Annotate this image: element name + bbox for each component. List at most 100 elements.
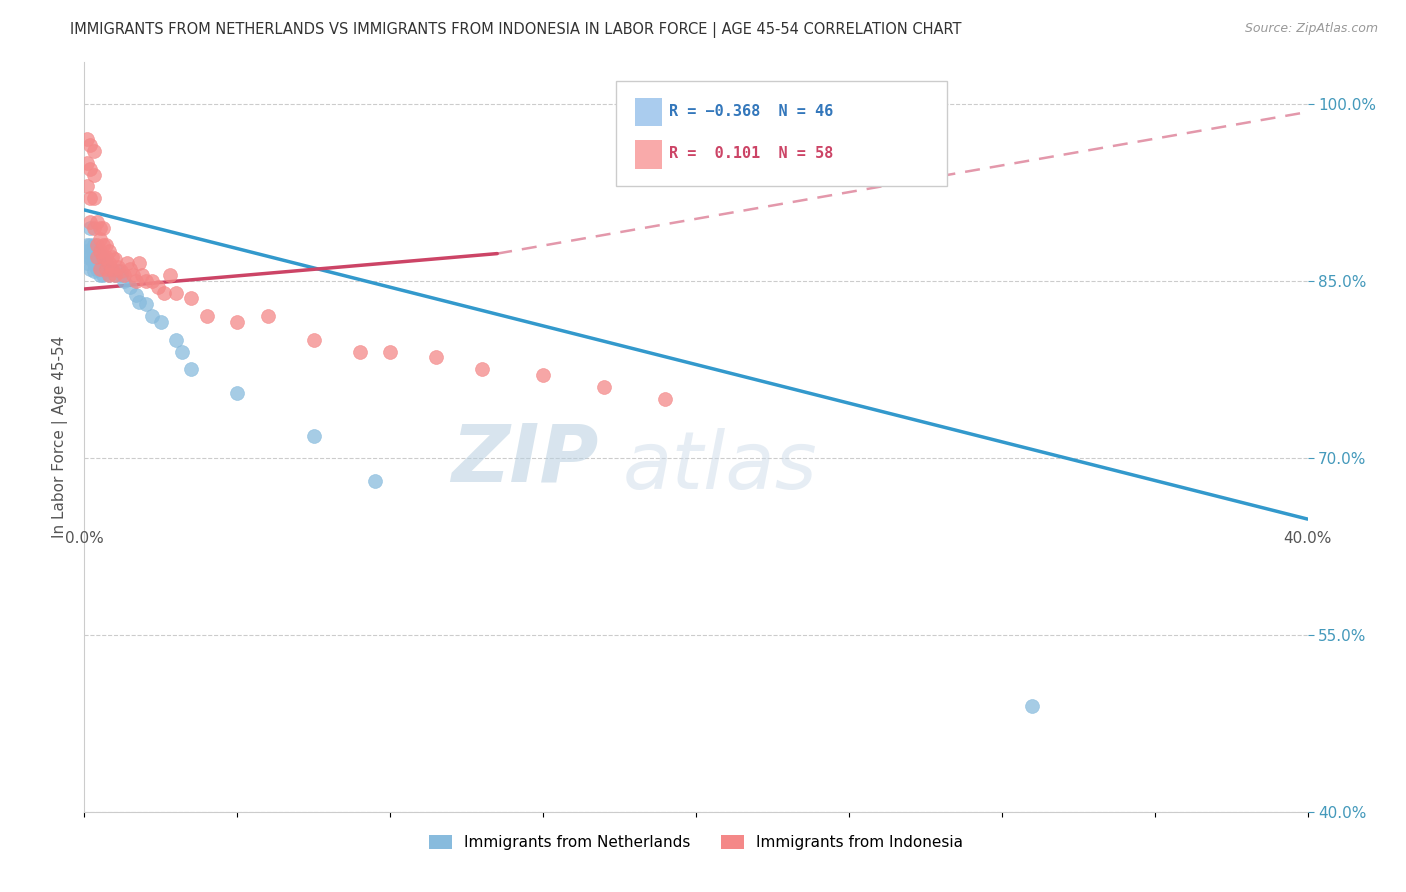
- Point: [86, 238, 108, 252]
- Text: 40.0%: 40.0%: [1284, 531, 1331, 546]
- Point: [94, 238, 117, 252]
- Point: [89, 268, 111, 282]
- Point: [128, 295, 150, 310]
- Point: [79, 261, 101, 276]
- Point: [91, 250, 114, 264]
- Point: [125, 288, 148, 302]
- Point: [159, 268, 181, 282]
- Point: [180, 362, 202, 376]
- Point: [101, 261, 124, 276]
- Point: [302, 429, 325, 443]
- Point: [76, 179, 98, 194]
- Point: [165, 285, 187, 300]
- Point: [226, 315, 249, 329]
- Point: [83, 220, 105, 235]
- Point: [141, 309, 163, 323]
- Point: [172, 344, 194, 359]
- Point: [86, 244, 108, 259]
- Bar: [636, 140, 662, 169]
- Point: [79, 138, 101, 153]
- Point: [89, 232, 111, 246]
- Point: [153, 285, 176, 300]
- Point: [76, 250, 98, 264]
- Point: [76, 256, 98, 270]
- Point: [83, 250, 105, 264]
- Point: [195, 309, 218, 323]
- Point: [86, 215, 108, 229]
- Point: [104, 252, 127, 267]
- Point: [104, 268, 127, 282]
- Bar: [636, 97, 662, 126]
- Point: [94, 261, 117, 276]
- Point: [257, 309, 280, 323]
- Point: [125, 274, 148, 288]
- Point: [97, 268, 120, 282]
- Point: [76, 244, 98, 259]
- Point: [97, 256, 120, 270]
- Point: [104, 268, 127, 282]
- Point: [654, 392, 676, 406]
- Point: [94, 250, 117, 264]
- Point: [97, 268, 120, 282]
- Point: [101, 264, 124, 278]
- Point: [471, 362, 494, 376]
- Point: [107, 260, 129, 274]
- Point: [94, 264, 117, 278]
- Point: [89, 248, 111, 262]
- Point: [128, 256, 150, 270]
- Point: [425, 351, 447, 365]
- Point: [76, 238, 98, 252]
- Text: IMMIGRANTS FROM NETHERLANDS VS IMMIGRANTS FROM INDONESIA IN LABOR FORCE | AGE 45: IMMIGRANTS FROM NETHERLANDS VS IMMIGRANT…: [70, 22, 962, 38]
- Point: [83, 168, 105, 182]
- Point: [86, 250, 108, 264]
- Point: [83, 144, 105, 158]
- Point: [89, 261, 111, 276]
- Point: [180, 292, 202, 306]
- Point: [89, 260, 111, 274]
- Point: [91, 261, 114, 276]
- Point: [91, 220, 114, 235]
- Point: [107, 264, 129, 278]
- Point: [131, 268, 153, 282]
- Legend: Immigrants from Netherlands, Immigrants from Indonesia: Immigrants from Netherlands, Immigrants …: [423, 830, 969, 856]
- Point: [86, 250, 108, 264]
- Point: [593, 380, 616, 394]
- Point: [91, 238, 114, 252]
- Point: [89, 252, 111, 267]
- Point: [122, 268, 145, 282]
- Point: [364, 475, 387, 489]
- Point: [112, 274, 135, 288]
- Point: [146, 279, 169, 293]
- Point: [110, 264, 132, 278]
- Point: [79, 250, 101, 264]
- Point: [79, 238, 101, 252]
- Point: [135, 274, 157, 288]
- Text: R =  0.101  N = 58: R = 0.101 N = 58: [669, 146, 834, 161]
- Point: [101, 250, 124, 264]
- Point: [86, 256, 108, 270]
- Point: [91, 268, 114, 282]
- Point: [83, 191, 105, 205]
- Point: [86, 261, 108, 276]
- Point: [120, 279, 142, 293]
- Text: ZIP: ZIP: [451, 420, 598, 499]
- Y-axis label: In Labor Force | Age 45-54: In Labor Force | Age 45-54: [52, 336, 69, 538]
- Point: [94, 256, 117, 270]
- Point: [115, 256, 138, 270]
- Point: [83, 264, 105, 278]
- Point: [135, 297, 157, 311]
- Point: [89, 220, 111, 235]
- Point: [110, 268, 132, 282]
- Point: [83, 238, 105, 252]
- Point: [83, 256, 105, 270]
- Point: [79, 191, 101, 205]
- Point: [349, 344, 371, 359]
- Point: [79, 220, 101, 235]
- Point: [302, 333, 325, 347]
- Point: [141, 274, 163, 288]
- Text: R = −0.368  N = 46: R = −0.368 N = 46: [669, 103, 834, 119]
- Point: [79, 161, 101, 176]
- Point: [79, 215, 101, 229]
- Point: [165, 333, 187, 347]
- Point: [1021, 698, 1043, 713]
